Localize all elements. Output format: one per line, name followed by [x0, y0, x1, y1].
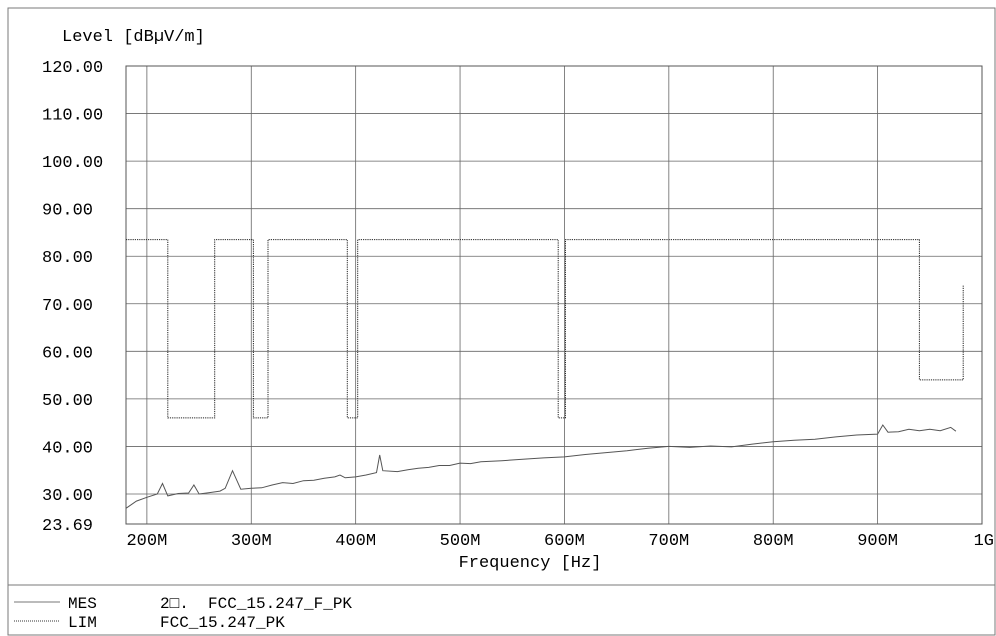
x-tick-label: 400M: [335, 532, 376, 551]
y-tick-label: 30.00: [42, 487, 93, 506]
x-tick-labels: 200M 300M 400M 500M 600M 700M 800M 900M 1G: [126, 532, 994, 551]
legend-text-mes: 2□. FCC_15.247_F_PK: [160, 595, 352, 613]
y-tick-label: 90.00: [42, 202, 93, 221]
series-group: [125, 239, 964, 509]
y-tick-label: 100.00: [42, 154, 103, 173]
y-axis-title: Level [dBµV/m]: [62, 28, 205, 47]
y-tick-label: 60.00: [42, 344, 93, 363]
x-tick-label: 900M: [857, 532, 898, 551]
y-tick-labels: 120.00 110.00 100.00 90.00 80.00 70.00 60.00 50…: [42, 59, 103, 536]
x-tick-label: 600M: [544, 532, 585, 551]
x-tick-label: 700M: [648, 532, 689, 551]
y-tick-label: 23.69: [42, 517, 93, 536]
y-tick-label: 70.00: [42, 297, 93, 316]
legend-key-lim: LIM: [68, 614, 97, 632]
y-tick-label: 50.00: [42, 392, 93, 411]
legend-text-lim: FCC_15.247_PK: [160, 614, 285, 632]
legend: MES 2□. FCC_15.247_F_PK LIM FCC_15.247_P…: [14, 595, 352, 632]
x-tick-label: 500M: [440, 532, 481, 551]
legend-key-mes: MES: [68, 595, 97, 613]
plot-area: [125, 65, 983, 525]
x-tick-label: 1G: [974, 532, 994, 551]
y-tick-label: 40.00: [42, 439, 93, 458]
series-lim-line: [126, 239, 964, 419]
x-tick-label: 800M: [753, 532, 794, 551]
x-tick-label: 300M: [231, 532, 272, 551]
y-tick-label: 110.00: [42, 107, 103, 126]
outer-border: [7, 7, 996, 636]
x-tick-label: 200M: [126, 532, 167, 551]
series-mes-line: [125, 424, 957, 509]
x-axis-title: Frequency [Hz]: [459, 554, 602, 573]
y-tick-label: 120.00: [42, 59, 103, 78]
y-tick-label: 80.00: [42, 249, 93, 268]
grid: [126, 65, 983, 525]
